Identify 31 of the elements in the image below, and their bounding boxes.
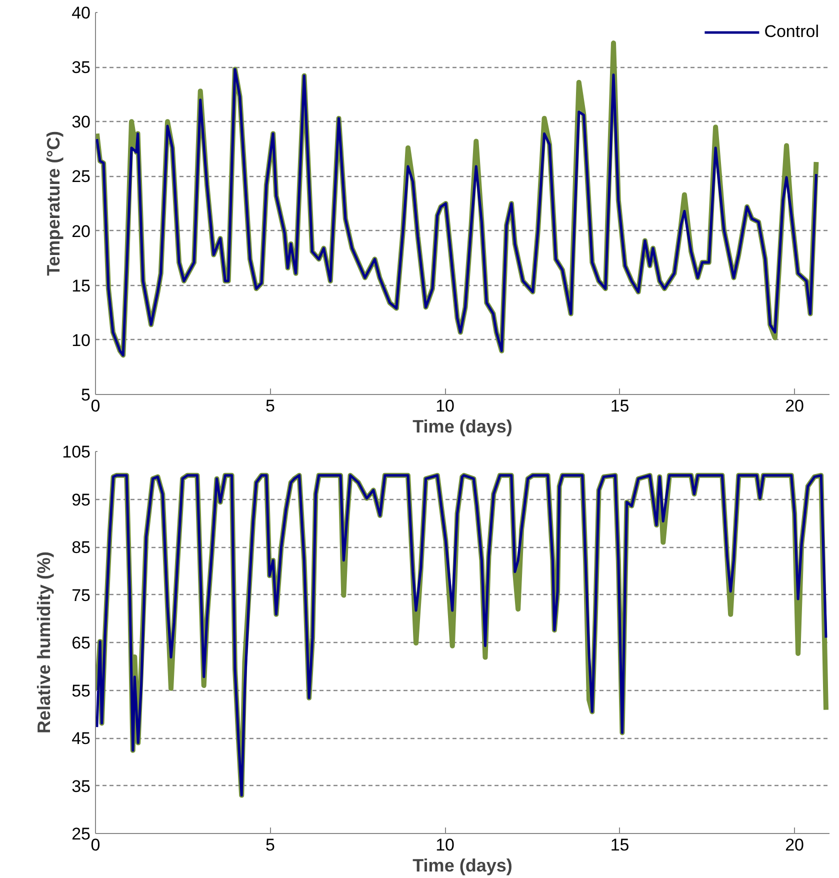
x-tick-label: 20 bbox=[785, 836, 804, 854]
y-tick-label: 55 bbox=[72, 681, 91, 700]
y-tick-label: 105 bbox=[62, 442, 91, 462]
x-axis-title: Time (days) bbox=[412, 856, 512, 876]
y-tick-label: 65 bbox=[72, 634, 91, 652]
y-tick-label: 30 bbox=[72, 112, 91, 132]
y-tick-label: 15 bbox=[72, 276, 91, 296]
x-tick-label: 20 bbox=[785, 396, 804, 416]
y-axis-title: Relative humidity (%) bbox=[34, 551, 54, 734]
x-axis-title: Time (days) bbox=[412, 416, 512, 436]
x-tick-label: 0 bbox=[90, 836, 100, 854]
x-tick-label: 15 bbox=[610, 396, 630, 416]
y-tick-label: 95 bbox=[72, 490, 91, 510]
y-tick-label: 75 bbox=[72, 586, 91, 605]
x-tick-label: 10 bbox=[436, 836, 454, 854]
y-tick-label: 35 bbox=[72, 58, 91, 78]
y-tick-label: 10 bbox=[72, 330, 91, 350]
y-tick-label: 25 bbox=[72, 824, 91, 844]
x-tick-label: 10 bbox=[436, 396, 454, 416]
y-tick-label: 20 bbox=[72, 222, 91, 241]
x-tick-label: 15 bbox=[610, 836, 630, 854]
legend-label: Control bbox=[764, 22, 819, 42]
y-axis-title: Temperature (°C) bbox=[44, 131, 64, 276]
x-tick-label: 5 bbox=[266, 836, 276, 854]
x-tick-label: 0 bbox=[90, 396, 100, 416]
y-tick-label: 85 bbox=[72, 538, 91, 557]
y-tick-label: 40 bbox=[72, 4, 91, 22]
y-tick-label: 45 bbox=[72, 729, 91, 748]
x-tick-label: 5 bbox=[266, 396, 276, 416]
y-tick-label: 35 bbox=[72, 776, 91, 796]
y-tick-label: 25 bbox=[72, 167, 91, 186]
